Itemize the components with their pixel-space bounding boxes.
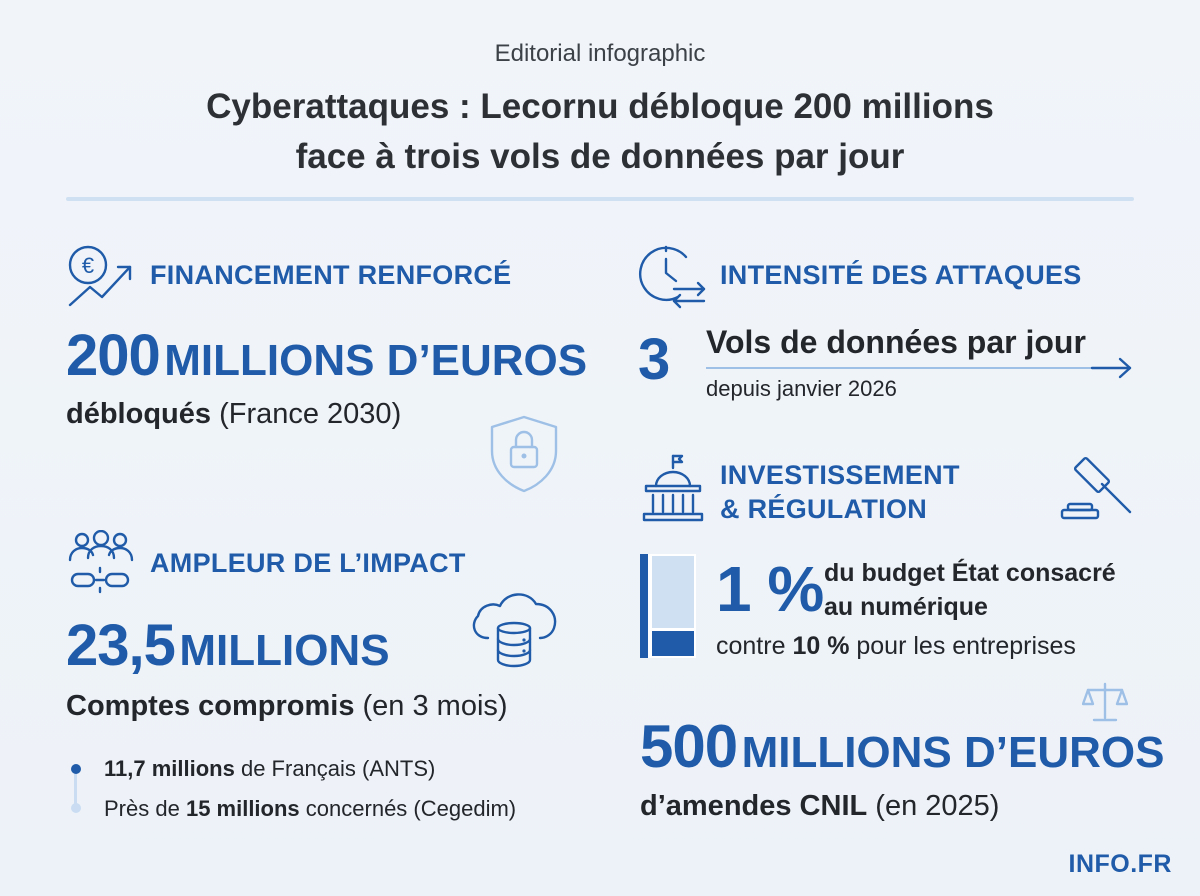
budget-bar-empty <box>652 556 694 628</box>
budget-bar-edge <box>640 554 648 658</box>
bullet-connector <box>74 768 77 808</box>
title-divider <box>66 197 1134 201</box>
impact-bullet-1: 11,7 millions de Français (ANTS) <box>104 756 435 782</box>
funding-amount-number: 200 <box>66 323 161 388</box>
bullet-1-rest: de Français (ANTS) <box>240 756 436 781</box>
investment-percent-label-2: au numérique <box>824 593 988 621</box>
investment-heading: INVESTISSEMENT & RÉGULATION <box>720 458 960 526</box>
intensity-underline <box>706 367 1124 369</box>
bullet-dot-1 <box>71 764 81 774</box>
fines-amount-number: 500 <box>640 713 738 780</box>
funding-label-rest: (France 2030) <box>219 398 402 430</box>
compare-prefix: contre <box>716 632 786 660</box>
scales-icon <box>1082 680 1128 724</box>
compare-rest: pour les entreprises <box>856 632 1076 660</box>
cloud-database-icon <box>466 584 562 670</box>
funding-amount-unit: MILLIONS D’EUROS <box>164 336 588 385</box>
government-building-icon <box>640 452 706 524</box>
kicker: Editorial infographic <box>494 40 706 67</box>
impact-label-rest: (en 3 mois) <box>362 690 508 722</box>
gavel-icon <box>1056 454 1136 526</box>
investment-percent-label: du budget État consacré au numérique <box>824 556 1116 624</box>
people-chain-icon <box>64 530 138 596</box>
impact-label-bold: Comptes compromis <box>66 690 355 722</box>
fines-amount-unit: MILLIONS D’EUROS <box>741 728 1165 777</box>
bullet-2-prefix: Près de <box>104 796 180 821</box>
brand-logo[interactable]: INFO.FR <box>1068 850 1172 878</box>
euro-growth-icon: € <box>64 243 138 309</box>
impact-amount-unit: MILLIONS <box>179 626 390 675</box>
funding-label-bold: débloqués <box>66 398 212 430</box>
compare-bold: 10 % <box>792 632 850 660</box>
shield-lock-icon <box>486 413 562 493</box>
impact-amount-number: 23,5 <box>66 613 176 678</box>
intensity-sub: depuis janvier 2026 <box>706 376 897 401</box>
title-line-1: Cyberattaques : Lecornu débloque 200 mil… <box>206 87 994 126</box>
svg-text:€: € <box>82 253 94 278</box>
page-title: Cyberattaques : Lecornu débloque 200 mil… <box>0 82 1200 182</box>
bullet-2-bold: 15 millions <box>185 796 300 821</box>
bullet-dot-2 <box>71 803 81 813</box>
intensity-number: 3 <box>638 327 670 392</box>
clock-exchange-icon <box>638 243 710 309</box>
impact-amount: 23,5 MILLIONS <box>66 612 390 679</box>
fines-label-rest: (en 2025) <box>875 790 1000 822</box>
arrow-right-icon <box>1090 356 1134 380</box>
investment-heading-line-2: & RÉGULATION <box>720 494 928 524</box>
impact-heading: AMPLEUR DE L’IMPACT <box>150 548 466 578</box>
intensity-label: Vols de données par jour <box>706 324 1086 360</box>
budget-bar-fill <box>652 631 694 656</box>
bullet-1-bold: 11,7 millions <box>104 756 235 781</box>
budget-bar <box>640 554 696 658</box>
fines-label-bold: d’amendes CNIL <box>640 790 868 822</box>
investment-percent: 1 % <box>716 553 824 625</box>
investment-percent-label-1: du budget État consacré <box>824 559 1116 587</box>
funding-amount: 200 MILLIONS D’EUROS <box>66 322 587 389</box>
impact-label: Comptes compromis (en 3 mois) <box>66 690 508 723</box>
investment-heading-line-1: INVESTISSEMENT <box>720 460 960 490</box>
intensity-heading: INTENSITÉ DES ATTAQUES <box>720 260 1082 290</box>
funding-heading: FINANCEMENT RENFORCÉ <box>150 260 512 290</box>
bullet-2-rest: concernés (Cegedim) <box>305 796 517 821</box>
fines-label: d’amendes CNIL (en 2025) <box>640 790 999 823</box>
title-line-2: face à trois vols de données par jour <box>295 137 905 176</box>
investment-compare: contre 10 % pour les entreprises <box>716 632 1076 661</box>
fines-amount: 500 MILLIONS D’EUROS <box>640 712 1164 781</box>
funding-label: débloqués (France 2030) <box>66 398 401 431</box>
impact-bullet-2: Près de 15 millions concernés (Cegedim) <box>104 796 516 822</box>
